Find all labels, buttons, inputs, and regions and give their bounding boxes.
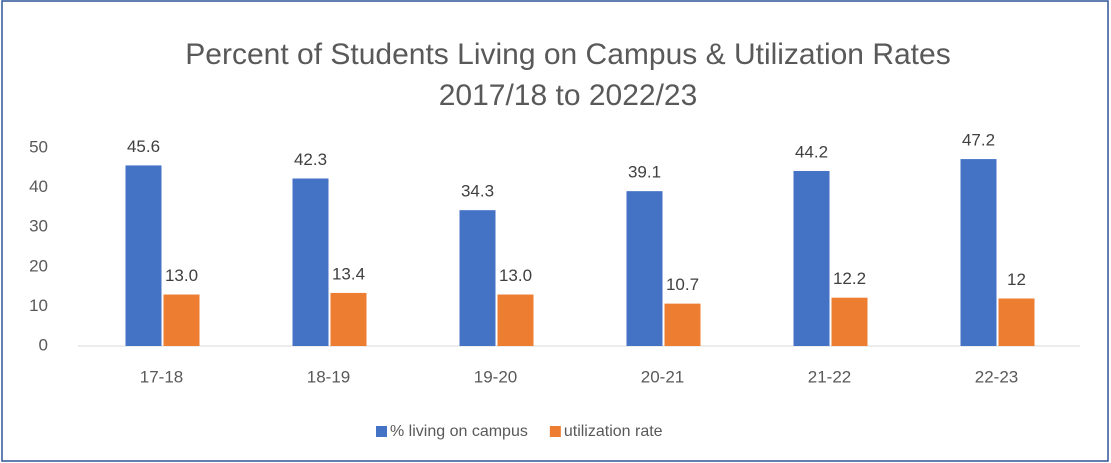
x-tick-label: 20-21 (641, 367, 684, 386)
bar (330, 292, 367, 346)
y-tick-label: 10 (29, 296, 48, 315)
data-label: 12 (1007, 270, 1026, 289)
data-label: 13.4 (332, 264, 365, 283)
legend-swatch (376, 426, 387, 437)
data-label: 44.2 (795, 142, 828, 161)
legend-label: utilization rate (564, 423, 663, 440)
y-tick-label: 50 (29, 137, 48, 156)
data-label: 10.7 (666, 275, 699, 294)
bar (664, 303, 701, 346)
legend-label: % living on campus (390, 423, 528, 440)
legend-swatch (549, 426, 561, 437)
bar (626, 191, 663, 346)
x-tick-label: 17-18 (140, 367, 183, 386)
bar (793, 170, 830, 346)
x-tick-label: 21-22 (808, 367, 851, 386)
bar (125, 165, 162, 346)
data-label: 45.6 (127, 137, 160, 156)
bar (292, 178, 329, 346)
x-tick-label: 22-23 (975, 367, 1018, 386)
data-label: 13.0 (499, 266, 532, 285)
bar (163, 294, 200, 346)
bar (831, 297, 868, 346)
bar (960, 159, 997, 346)
data-label: 47.2 (962, 131, 995, 150)
data-label: 42.3 (294, 150, 327, 169)
data-label: 39.1 (628, 163, 661, 182)
y-tick-label: 0 (39, 335, 48, 354)
bar (459, 210, 496, 346)
chart-subtitle: 2017/18 to 2022/23 (439, 79, 698, 112)
data-label: 13.0 (165, 266, 198, 285)
y-tick-label: 30 (29, 217, 48, 236)
data-label: 12.2 (833, 269, 866, 288)
bar (497, 294, 534, 346)
chart-title: Percent of Students Living on Campus & U… (185, 38, 950, 71)
x-tick-label: 19-20 (474, 367, 517, 386)
y-tick-label: 40 (29, 177, 48, 196)
y-tick-label: 20 (29, 256, 48, 275)
bar (998, 298, 1035, 346)
x-tick-label: 18-19 (307, 367, 350, 386)
data-label: 34.3 (461, 182, 494, 201)
